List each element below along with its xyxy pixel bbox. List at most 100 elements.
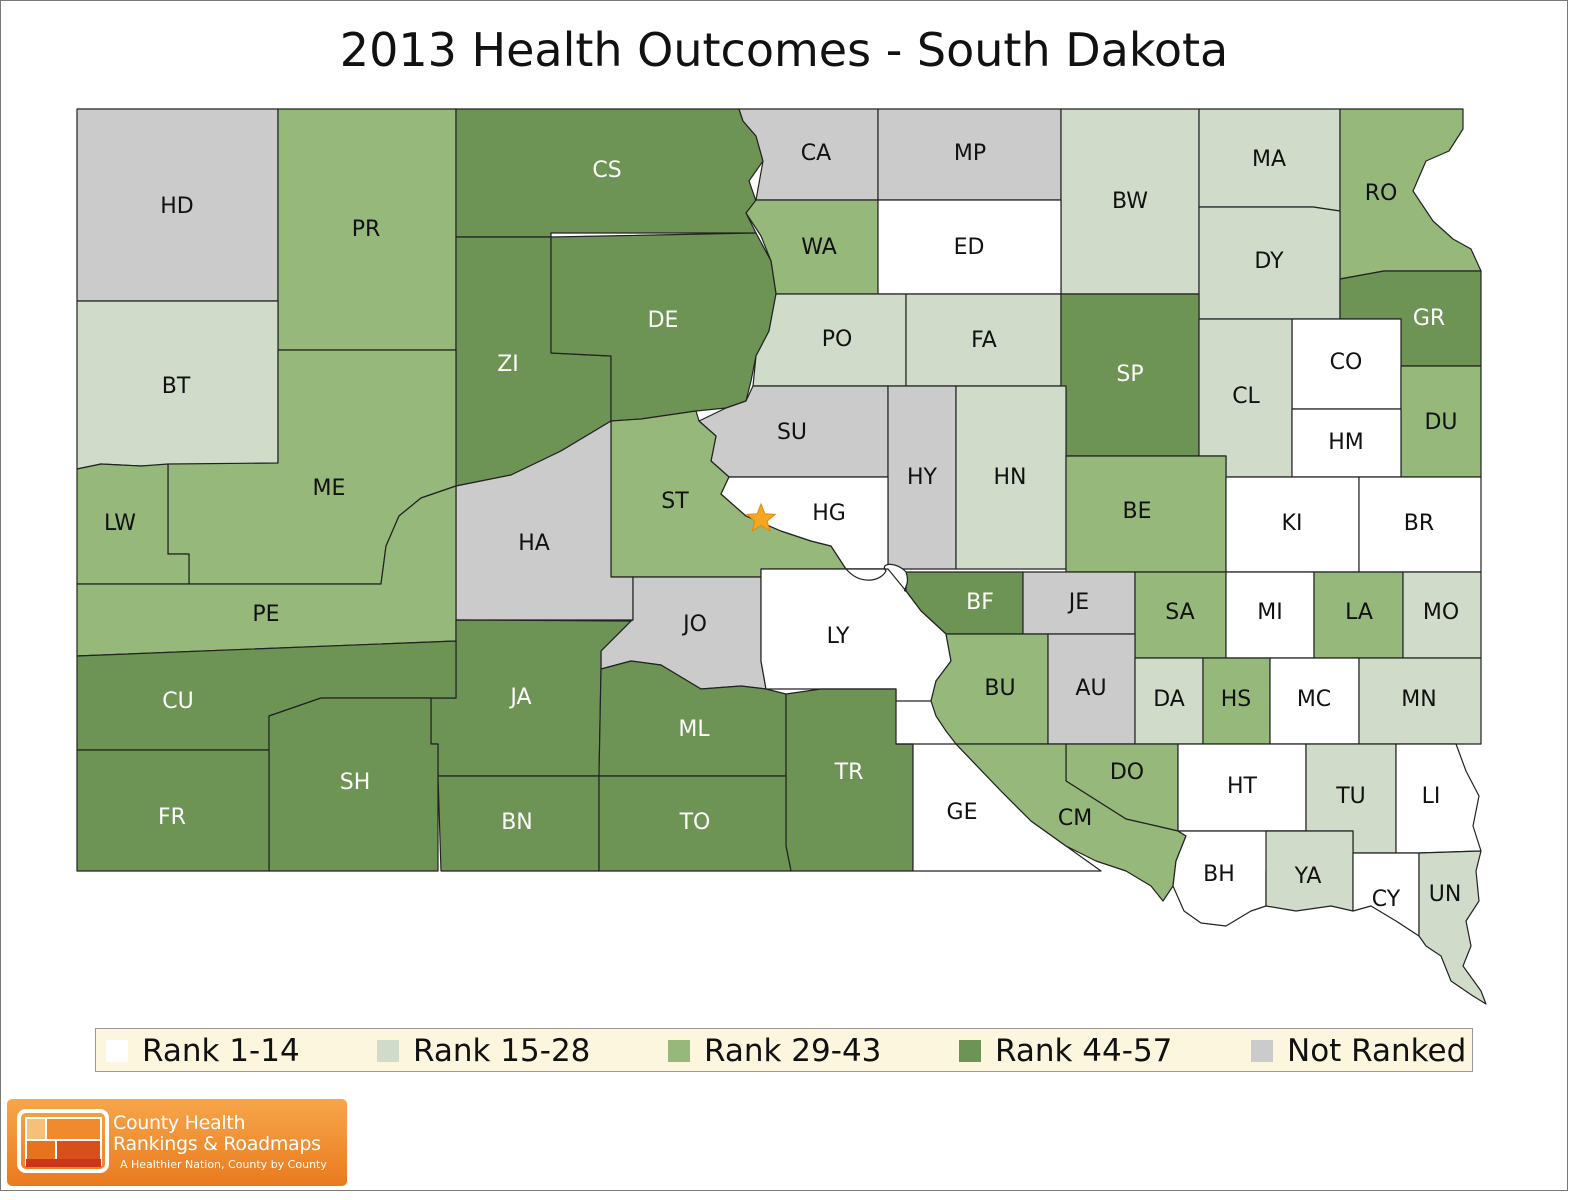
county-label-mn: MN: [1401, 687, 1436, 712]
county-label-da: DA: [1153, 687, 1185, 712]
county-label-hd: HD: [160, 194, 193, 219]
map-grid-logo-icon: [17, 1109, 109, 1173]
south-dakota-county-map: HD PR CS CA MP BW MA RO WA ED DY BT ZI DE PO FA SP GR CO CL…: [76, 108, 1487, 1005]
county-health-rankings-logo: County Health Rankings & Roadmaps A Heal…: [7, 1099, 347, 1186]
county-label-bf: BF: [966, 590, 994, 615]
county-label-su: SU: [777, 420, 807, 445]
county-label-ed: ED: [954, 235, 985, 260]
county-label-fr: FR: [158, 805, 186, 830]
county-label-sh: SH: [340, 770, 371, 795]
county-label-fa: FA: [971, 328, 997, 353]
legend-label: Rank 1-14: [142, 1033, 300, 1069]
county-label-hy: HY: [907, 465, 938, 490]
county-label-ja: JA: [508, 685, 531, 710]
logo-title-line1: County Health: [113, 1112, 246, 1134]
county-label-de: DE: [648, 308, 679, 333]
legend-swatch: [106, 1040, 128, 1062]
legend-item-rank-1-14: Rank 1-14: [106, 1029, 300, 1073]
county-label-lw: LW: [104, 511, 136, 536]
county-label-pr: PR: [352, 217, 381, 242]
star-icon: [745, 502, 777, 533]
county-label-jo: JO: [681, 612, 707, 637]
county-label-ya: YA: [1294, 864, 1322, 889]
county-label-br: BR: [1404, 511, 1434, 536]
county-label-ml: ML: [678, 717, 710, 742]
county-label-do: DO: [1110, 760, 1144, 785]
county-label-ha: HA: [518, 531, 550, 556]
legend-swatch: [959, 1040, 981, 1062]
county-label-ht: HT: [1227, 774, 1258, 799]
legend-label: Rank 29-43: [704, 1033, 882, 1069]
county-label-bn: BN: [501, 810, 533, 835]
county-label-mp: MP: [954, 141, 986, 166]
legend-swatch: [1251, 1040, 1273, 1062]
map-legend: Rank 1-14 Rank 15-28 Rank 29-43 Rank 44-…: [95, 1028, 1473, 1072]
county-label-mi: MI: [1257, 600, 1282, 625]
county-label-sa: SA: [1165, 600, 1194, 625]
legend-label: Rank 15-28: [413, 1033, 591, 1069]
logo-tagline: A Healthier Nation, County by County: [120, 1158, 327, 1171]
county-label-ro: RO: [1365, 181, 1398, 206]
county-label-pe: PE: [252, 602, 279, 627]
county-label-bt: BT: [162, 374, 191, 399]
county-label-du: DU: [1424, 410, 1457, 435]
county-label-bh: BH: [1203, 862, 1235, 887]
legend-item-rank-29-43: Rank 29-43: [668, 1029, 881, 1073]
county-label-ca: CA: [801, 141, 831, 166]
county-label-zi: ZI: [497, 352, 519, 377]
county-label-mc: MC: [1297, 687, 1331, 712]
county-label-cl: CL: [1232, 384, 1260, 409]
river-inlet: [844, 563, 909, 592]
county-fr: [76, 749, 270, 872]
county-un: [1418, 850, 1487, 1005]
county-label-cy: CY: [1372, 887, 1401, 912]
legend-item-not-ranked: Not Ranked: [1251, 1029, 1466, 1073]
county-label-hs: HS: [1221, 687, 1252, 712]
county-label-ma: MA: [1252, 147, 1286, 172]
county-label-bw: BW: [1112, 189, 1148, 214]
county-label-mo: MO: [1423, 600, 1459, 625]
county-mn: [1358, 657, 1482, 745]
county-label-po: PO: [822, 327, 853, 352]
legend-swatch: [668, 1040, 690, 1062]
county-label-tr: TR: [834, 760, 864, 785]
county-label-sp: SP: [1116, 362, 1143, 387]
county-label-li: LI: [1422, 784, 1441, 809]
county-label-la: LA: [1345, 600, 1373, 625]
county-ya: [1265, 830, 1354, 912]
county-label-cm: CM: [1058, 806, 1092, 831]
map-title: 2013 Health Outcomes - South Dakota: [339, 23, 1229, 77]
county-label-co: CO: [1330, 350, 1363, 375]
legend-item-rank-15-28: Rank 15-28: [377, 1029, 590, 1073]
logo-title-line2: Rankings & Roadmaps: [113, 1133, 321, 1155]
legend-swatch: [377, 1040, 399, 1062]
county-label-ki: KI: [1282, 511, 1303, 536]
county-label-st: ST: [661, 489, 689, 514]
legend-label: Rank 44-57: [995, 1033, 1173, 1069]
county-label-au: AU: [1075, 676, 1106, 701]
county-sh: [268, 697, 439, 872]
county-label-dy: DY: [1254, 249, 1284, 274]
county-label-tu: TU: [1335, 784, 1366, 809]
county-label-un: UN: [1429, 882, 1462, 907]
county-label-wa: WA: [801, 235, 837, 260]
county-label-hm: HM: [1328, 430, 1364, 455]
county-label-ly: LY: [827, 624, 850, 649]
county-label-hn: HN: [994, 465, 1027, 490]
county-label-gr: GR: [1413, 306, 1445, 331]
county-label-cu: CU: [162, 689, 193, 714]
legend-label: Not Ranked: [1287, 1033, 1467, 1069]
county-label-to: TO: [679, 810, 711, 835]
county-label-be: BE: [1123, 499, 1152, 524]
county-label-bu: BU: [984, 676, 1015, 701]
legend-item-rank-44-57: Rank 44-57: [959, 1029, 1172, 1073]
county-label-ge: GE: [947, 800, 978, 825]
county-to: [598, 775, 792, 872]
county-label-hg: HG: [812, 501, 846, 526]
county-label-je: JE: [1067, 590, 1089, 615]
county-label-cs: CS: [592, 158, 621, 183]
county-ro: [1339, 108, 1482, 280]
county-hg: [720, 476, 889, 570]
county-label-me: ME: [313, 476, 346, 501]
